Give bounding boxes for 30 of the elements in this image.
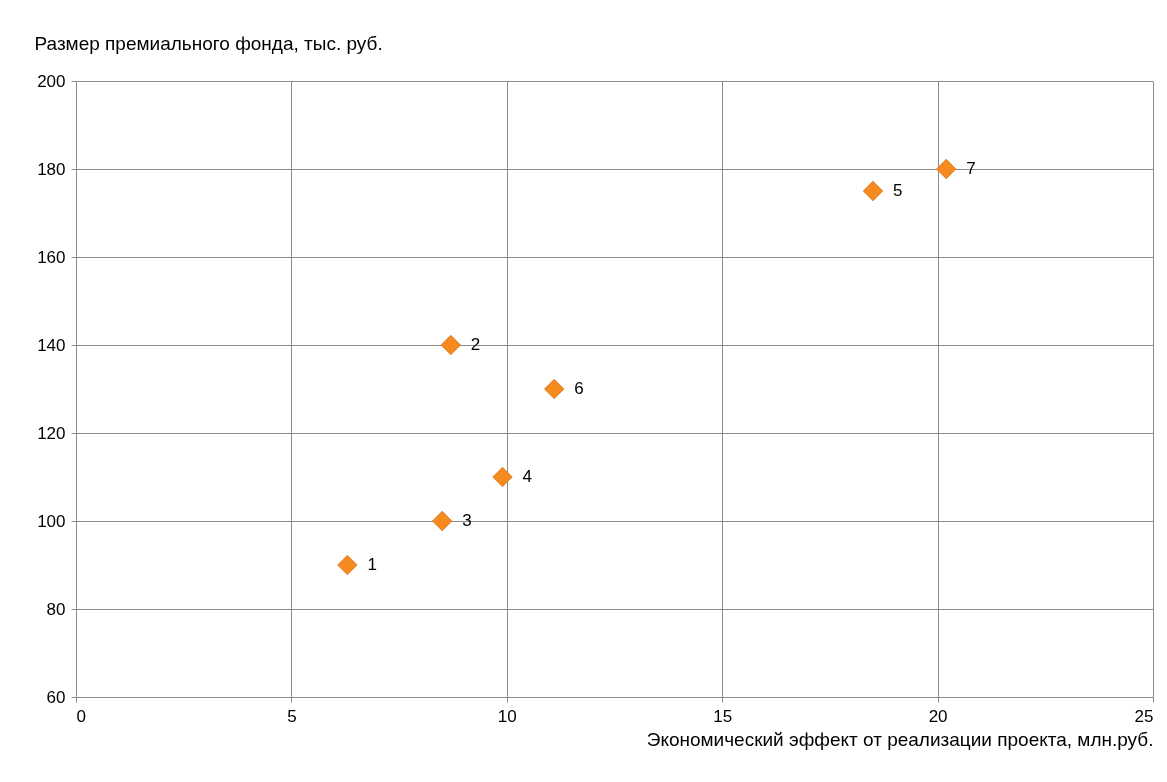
y-tick-label: 60 bbox=[46, 687, 66, 707]
point bbox=[862, 180, 884, 202]
annotation: 6 bbox=[574, 379, 584, 398]
y-tick-label: 100 bbox=[37, 511, 66, 531]
point bbox=[337, 554, 358, 576]
annotation: 7 bbox=[966, 159, 976, 178]
annotation: 1 bbox=[367, 555, 377, 574]
y-tick-label: 180 bbox=[37, 159, 66, 179]
point bbox=[492, 466, 513, 488]
point bbox=[936, 158, 957, 180]
x-tick-label: 5 bbox=[287, 706, 297, 726]
point bbox=[544, 378, 565, 400]
x-tick-label: 20 bbox=[928, 706, 948, 726]
y-tick-label: 160 bbox=[37, 247, 66, 267]
x-tick-label: 25 bbox=[1134, 706, 1154, 726]
y-tick-label: 140 bbox=[37, 335, 66, 355]
annotation: 4 bbox=[522, 467, 532, 486]
point bbox=[432, 510, 453, 532]
point bbox=[440, 334, 461, 356]
y-tick-label: 80 bbox=[46, 599, 66, 619]
x-tick-label: 15 bbox=[713, 706, 733, 726]
y-tick-label: 120 bbox=[37, 423, 66, 443]
x-tick-label: 10 bbox=[497, 706, 517, 726]
y-tick-label: 200 bbox=[37, 71, 66, 91]
annotation: 5 bbox=[892, 181, 903, 200]
x-tick-label: 0 bbox=[76, 706, 86, 726]
annotation: 2 bbox=[470, 335, 481, 354]
y-axis-title: Размер премиального фонда, тыс. руб. bbox=[34, 32, 383, 54]
annotation: 3 bbox=[462, 511, 472, 530]
x-axis-title: Экономический эффект от реализации проекта, млн.руб. bbox=[646, 728, 1154, 750]
